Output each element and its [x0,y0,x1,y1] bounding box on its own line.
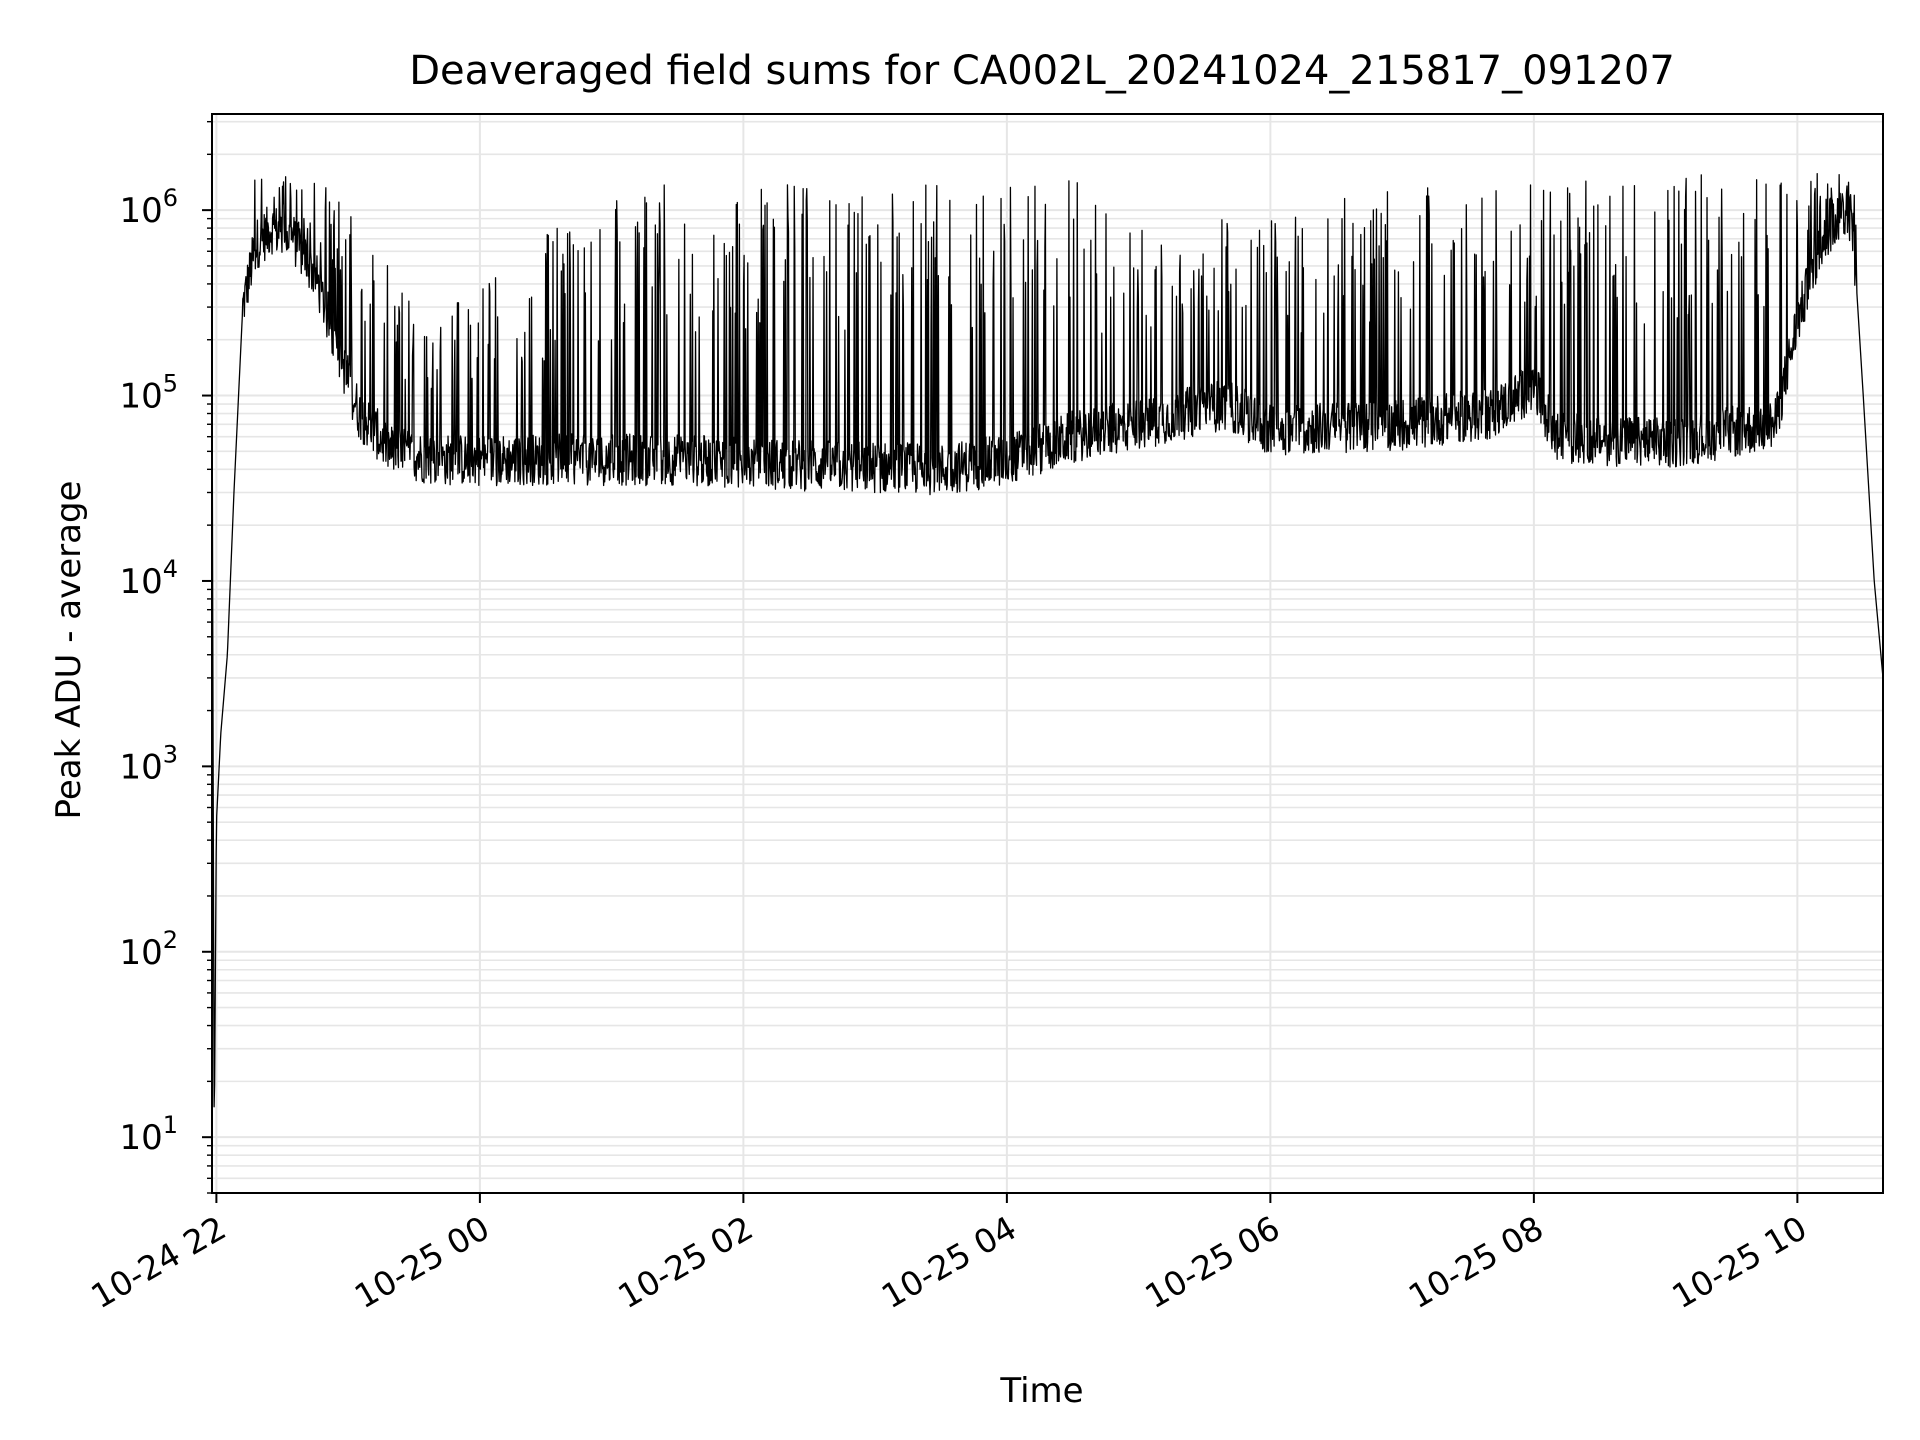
y-tick-label: 101 [119,1111,178,1158]
y-tick-label: 102 [119,926,178,973]
y-axis: 101 102 103 104 105 106 [119,120,212,1194]
x-axis-label: Time [999,1371,1083,1411]
y-tick-label: 103 [119,740,178,787]
y-tick-label: 105 [119,370,178,417]
y-tick-label: 106 [119,184,178,231]
chart-title: Deaveraged field sums for CA002L_2024102… [409,48,1675,94]
series-line [211,172,1884,1108]
series [211,172,1884,1108]
y-axis-label: Peak ADU - average [49,481,89,820]
plot-frame [211,113,1884,1194]
y-tick-label: 104 [119,555,178,602]
